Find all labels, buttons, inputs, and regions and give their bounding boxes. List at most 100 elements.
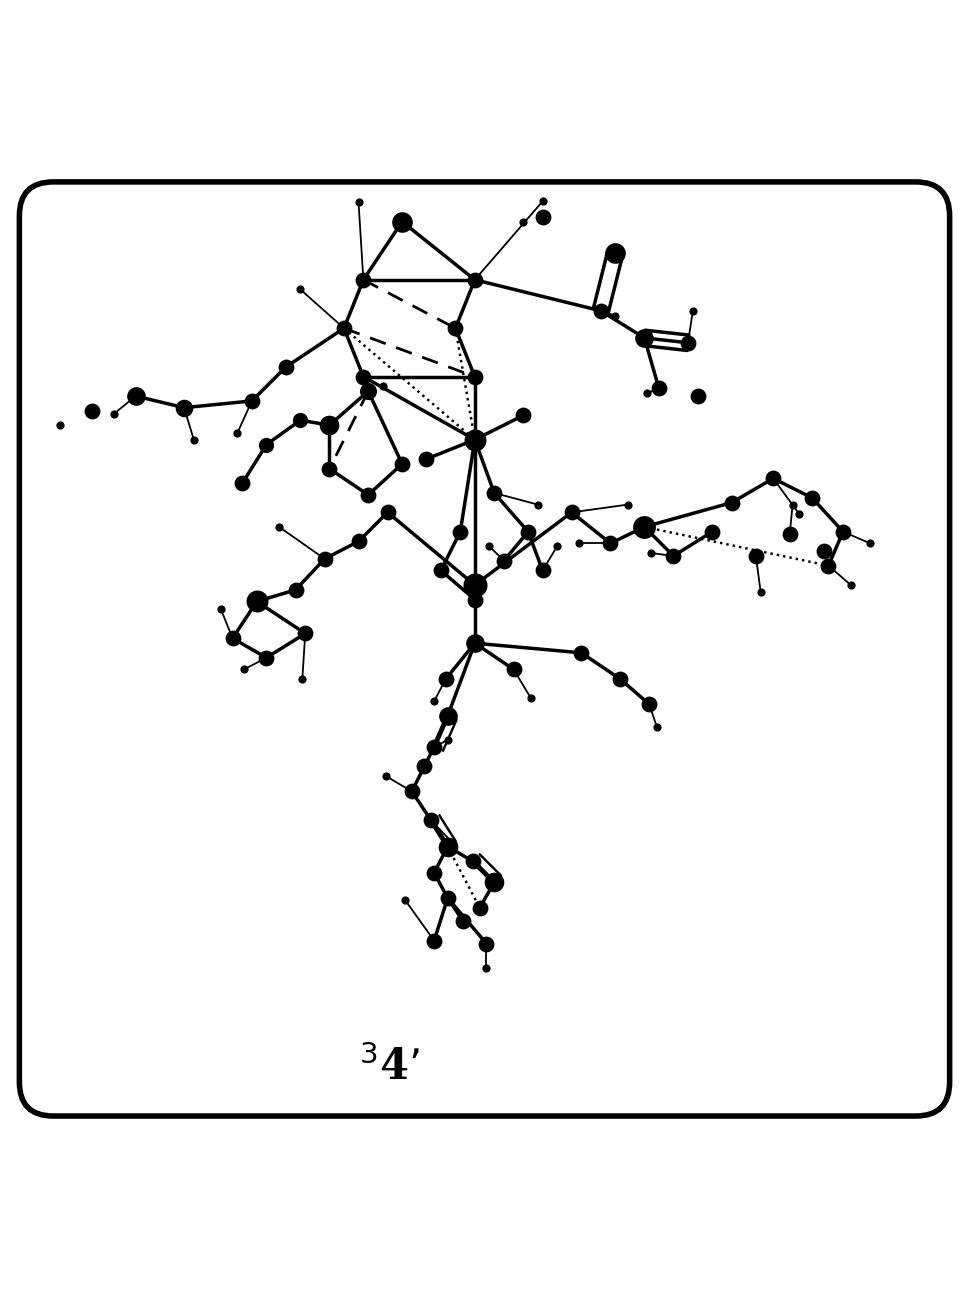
Point xyxy=(753,582,768,603)
Point xyxy=(244,390,260,411)
Point xyxy=(496,551,512,572)
Point xyxy=(643,543,659,564)
Point xyxy=(322,459,337,480)
Point xyxy=(816,540,831,561)
Point xyxy=(608,242,623,263)
Point xyxy=(792,504,807,525)
Point xyxy=(472,897,487,918)
Point xyxy=(293,410,308,430)
Point xyxy=(249,591,265,612)
Point xyxy=(336,318,352,338)
Point xyxy=(564,502,579,522)
Point xyxy=(186,429,202,450)
Point xyxy=(176,398,192,419)
Point xyxy=(417,756,432,776)
Point xyxy=(782,524,797,544)
Point xyxy=(572,533,587,553)
Point xyxy=(394,211,410,232)
Point xyxy=(356,367,371,388)
Point xyxy=(426,736,442,757)
Point xyxy=(486,872,502,893)
Point xyxy=(666,546,681,566)
Point xyxy=(603,533,618,553)
Point xyxy=(649,717,665,737)
Point xyxy=(766,468,781,489)
Point xyxy=(685,301,701,321)
Point xyxy=(785,494,800,515)
Point xyxy=(804,487,820,508)
Point xyxy=(394,454,410,474)
Point xyxy=(433,560,449,581)
Point xyxy=(637,328,652,349)
Point xyxy=(375,376,391,397)
Point xyxy=(360,485,376,505)
Point xyxy=(426,862,442,883)
Point xyxy=(862,533,878,553)
Point xyxy=(128,386,143,407)
Point xyxy=(293,279,308,299)
Point xyxy=(380,502,395,522)
Point xyxy=(404,781,420,802)
Point xyxy=(608,306,623,327)
Point xyxy=(448,318,463,338)
Point xyxy=(259,434,274,455)
Point xyxy=(651,378,667,399)
Point xyxy=(297,623,313,644)
Point xyxy=(446,833,461,854)
Point xyxy=(479,933,494,954)
Point xyxy=(535,191,550,211)
Point xyxy=(467,632,483,653)
Point xyxy=(467,590,483,610)
Point xyxy=(351,192,366,213)
Point xyxy=(516,406,531,426)
Point xyxy=(426,691,442,712)
Point xyxy=(317,548,332,569)
Point xyxy=(520,521,536,542)
Point xyxy=(835,521,851,542)
Point xyxy=(295,669,310,689)
Point xyxy=(640,382,655,403)
Point xyxy=(440,836,455,857)
Point xyxy=(278,356,294,377)
Point xyxy=(455,911,471,932)
Point xyxy=(535,206,550,227)
Point xyxy=(351,531,366,552)
Point xyxy=(486,482,502,503)
Point xyxy=(690,386,705,407)
Point xyxy=(482,535,497,556)
Point xyxy=(593,301,609,321)
Point xyxy=(549,535,565,556)
Point xyxy=(84,400,100,421)
Point xyxy=(356,270,371,290)
Point xyxy=(288,579,303,600)
Point xyxy=(530,494,546,515)
Point xyxy=(440,730,455,750)
Point xyxy=(423,810,439,831)
Point xyxy=(107,403,122,424)
Point xyxy=(52,415,68,435)
Point xyxy=(467,429,483,450)
Point xyxy=(467,367,483,388)
Point xyxy=(516,211,531,232)
Point xyxy=(438,669,453,689)
Point xyxy=(360,381,376,402)
Point xyxy=(440,705,455,726)
Point xyxy=(637,517,652,538)
Point xyxy=(523,688,539,709)
Point xyxy=(612,669,628,689)
Point xyxy=(234,473,250,494)
Point xyxy=(479,958,494,978)
Point xyxy=(378,766,393,787)
Point xyxy=(748,546,764,566)
Point xyxy=(426,931,442,951)
Point xyxy=(574,643,589,664)
Point xyxy=(419,448,434,469)
Point xyxy=(230,422,245,443)
Point xyxy=(440,888,455,908)
Point xyxy=(620,494,636,515)
Point xyxy=(704,521,720,542)
Text: $^3$4’: $^3$4’ xyxy=(359,1046,420,1089)
Point xyxy=(259,647,274,667)
Point xyxy=(213,599,229,619)
FancyBboxPatch shape xyxy=(19,181,950,1116)
